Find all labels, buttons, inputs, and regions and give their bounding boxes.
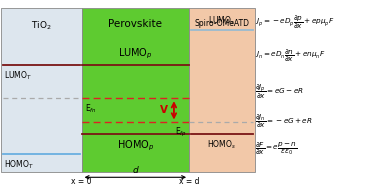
Bar xyxy=(82,8,189,172)
Bar xyxy=(189,8,255,172)
Text: x = 0: x = 0 xyxy=(71,177,92,186)
Text: HOMO$_s$: HOMO$_s$ xyxy=(208,138,237,151)
Bar xyxy=(1,8,82,172)
Text: $J_n = eD_n\dfrac{\partial n}{\partial x} + en\mu_n F$: $J_n = eD_n\dfrac{\partial n}{\partial x… xyxy=(255,48,325,64)
Text: $\dfrac{\partial J_p}{\partial x} = eG - eR$: $\dfrac{\partial J_p}{\partial x} = eG -… xyxy=(255,82,304,101)
Text: LUMO$_T$: LUMO$_T$ xyxy=(5,70,33,82)
Text: Spiro-OMeATD: Spiro-OMeATD xyxy=(194,19,249,28)
Text: TiO$_2$: TiO$_2$ xyxy=(31,19,51,32)
Text: Perovskite: Perovskite xyxy=(108,19,162,29)
Text: $\dfrac{\partial F}{\partial x} = e\dfrac{p - n}{\varepsilon\varepsilon_0}$: $\dfrac{\partial F}{\partial x} = e\dfra… xyxy=(255,140,297,156)
Text: LUMO$_s$: LUMO$_s$ xyxy=(208,14,235,27)
Text: x = d: x = d xyxy=(179,177,199,186)
Text: V: V xyxy=(160,105,168,115)
Text: E$_{fn}$: E$_{fn}$ xyxy=(85,102,97,115)
Text: HOMO$_T$: HOMO$_T$ xyxy=(5,159,34,171)
Text: $J_p = -eD_p\dfrac{\partial p}{\partial x} + ep\mu_p F$: $J_p = -eD_p\dfrac{\partial p}{\partial … xyxy=(255,14,335,31)
Text: HOMO$_p$: HOMO$_p$ xyxy=(117,138,154,153)
Text: LUMO$_p$: LUMO$_p$ xyxy=(118,47,153,61)
Text: $\dfrac{\partial J_n}{\partial x} = -eG + eR$: $\dfrac{\partial J_n}{\partial x} = -eG … xyxy=(255,112,313,130)
Text: d: d xyxy=(132,167,138,175)
Text: E$_{fp}$: E$_{fp}$ xyxy=(175,126,187,139)
